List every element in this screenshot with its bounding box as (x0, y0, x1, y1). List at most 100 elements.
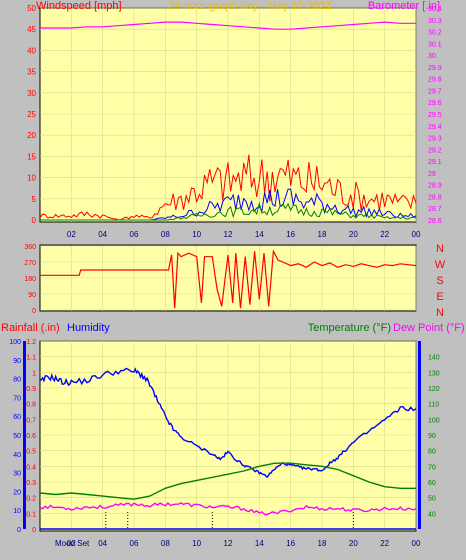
temperature-x-tick-label: 00 (412, 539, 421, 548)
barometer-tick-label: 29.6 (428, 100, 442, 107)
barometer-tick-label: 30.3 (428, 18, 442, 25)
barometer-tick-label: 28.9 (428, 183, 442, 190)
barometer-tick-label: 29.1 (428, 159, 442, 166)
compass-label: W (435, 259, 446, 271)
compass-label: E (436, 291, 443, 303)
rain-tick-label: 0 (32, 527, 36, 534)
humidity-tick-label: 90 (13, 358, 21, 365)
rain-tick-label: 0.1 (26, 511, 36, 518)
wind-y-tick-label: 45 (27, 25, 36, 34)
temperature-tick-label: 40 (428, 511, 436, 518)
direction-tick-label: 270 (24, 260, 36, 267)
direction-tick-label: 0 (32, 308, 36, 315)
direction-tick-label: 360 (24, 244, 36, 251)
wind-y-tick-label: 0 (32, 216, 37, 225)
wind-x-tick-label: 22 (380, 230, 389, 239)
temperature-axis-label: Temperature (°F) (308, 322, 391, 334)
wind-axis-labels: 0 5 10 15 20 25 30 35 40 45 50 28.6 28.7 28.8 28.9 29 29… (27, 4, 442, 239)
humidity-axis-label: Humidity (67, 322, 110, 334)
temperature-tick-label: 50 (428, 496, 436, 503)
temperature-x-tick-label: 12 (224, 539, 233, 548)
temperature-x-tick-label: 04 (98, 539, 107, 548)
wind-y-tick-label: 35 (27, 68, 36, 77)
rain-tick-label: 1.1 (26, 355, 36, 362)
temperature-tick-label: 100 (428, 417, 440, 424)
humidity-tick-label: 60 (13, 414, 21, 421)
humidity-tick-label: 100 (9, 339, 21, 346)
barometer-tick-label: 29.2 (428, 147, 442, 154)
rain-tick-label: 0.8 (26, 402, 36, 409)
humidity-tick-label: 30 (13, 471, 21, 478)
wind-x-tick-label: 12 (224, 230, 233, 239)
rain-tick-label: 0.5 (26, 449, 36, 456)
wind-y-tick-label: 40 (27, 46, 36, 55)
barometer-tick-label: 29.8 (428, 77, 442, 84)
rain-tick-label: 0.3 (26, 480, 36, 487)
wind-series-line (40, 21, 416, 30)
barometer-tick-label: 29.4 (428, 124, 442, 131)
humidity-tick-label: 10 (13, 508, 21, 515)
humidity-side-bar (23, 341, 26, 529)
direction-tick-label: 90 (28, 292, 36, 299)
barometer-tick-label: 30.4 (428, 6, 442, 13)
temperature-series-line (39, 462, 416, 500)
temperature-series-line (39, 367, 417, 479)
dewpoint-axis-label: Dew Point (°F) (393, 322, 465, 334)
humidity-tick-label: 0 (17, 527, 21, 534)
temperature-tick-label: 120 (428, 386, 440, 393)
wind-y-axis-label: Windspeed [mph] (36, 0, 122, 12)
barometer-tick-label: 30.2 (428, 30, 442, 37)
humidity-tick-label: 40 (13, 452, 21, 459)
temperature-series (39, 367, 417, 530)
barometer-axis-label: Barometer [.in] (368, 0, 440, 12)
temperature-tick-label: 80 (428, 449, 436, 456)
rain-tick-label: 1.2 (26, 339, 36, 346)
wind-x-tick-label: 18 (318, 230, 327, 239)
wind-y-tick-label: 25 (27, 110, 36, 119)
wind-x-tick-label: 02 (67, 230, 76, 239)
rain-tick-label: 0.7 (26, 417, 36, 424)
rain-tick-label: 0.9 (26, 386, 36, 393)
wind-x-tick-label: 14 (255, 230, 264, 239)
temperature-x-tick-label: 16 (286, 539, 295, 548)
wind-x-tick-label: 20 (349, 230, 358, 239)
wind-x-tick-label: 16 (286, 230, 295, 239)
temperature-tick-label: 130 (428, 370, 440, 377)
rain-tick-label: 0.6 (26, 433, 36, 440)
moon-set-label: Moon Set (55, 539, 90, 548)
direction-series (40, 249, 417, 309)
barometer-tick-label: 28.6 (428, 218, 442, 225)
wind-y-tick-label: 20 (27, 131, 36, 140)
compass-label: N (436, 307, 444, 319)
direction-tick-label: 180 (24, 276, 36, 283)
compass-label: S (436, 275, 443, 287)
wind-y-tick-label: 50 (27, 4, 36, 13)
wind-x-tick-label: 00 (412, 230, 421, 239)
wind-y-tick-label: 5 (32, 195, 37, 204)
temperature-x-tick-label: 20 (349, 539, 358, 548)
temperature-x-tick-label: 10 (192, 539, 201, 548)
wind-series-line (40, 201, 417, 221)
humidity-tick-label: 20 (13, 489, 21, 496)
direction-series-line (40, 249, 417, 309)
barometer-tick-label: 29.3 (428, 136, 442, 143)
barometer-tick-label: 30 (428, 53, 436, 60)
wind-y-tick-label: 30 (27, 89, 36, 98)
barometer-tick-label: 28.7 (428, 206, 442, 213)
direction-gridlines (40, 245, 417, 311)
barometer-tick-label: 28.8 (428, 194, 442, 201)
chart-title: 24 hour graph day - May 17 2021 (169, 0, 332, 12)
temperature-x-tick-label: 02 (67, 539, 76, 548)
wind-y-tick-label: 15 (27, 152, 36, 161)
temperature-x-tick-label: 06 (130, 539, 139, 548)
temperature-tick-label: 110 (428, 402, 439, 409)
rain-tick-label: 1 (32, 370, 36, 377)
temperature-axis-labels: 0 0.1 0.2 0.3 0.4 0.5 0.6 0.7 0.8 0.9 1 1.1 1.2 0 10 20… (9, 339, 439, 548)
humidity-tick-label: 70 (13, 395, 21, 402)
temperature-tick-label: 90 (428, 433, 436, 440)
barometer-tick-label: 29.9 (428, 65, 442, 72)
humidity-tick-label: 80 (13, 377, 21, 384)
